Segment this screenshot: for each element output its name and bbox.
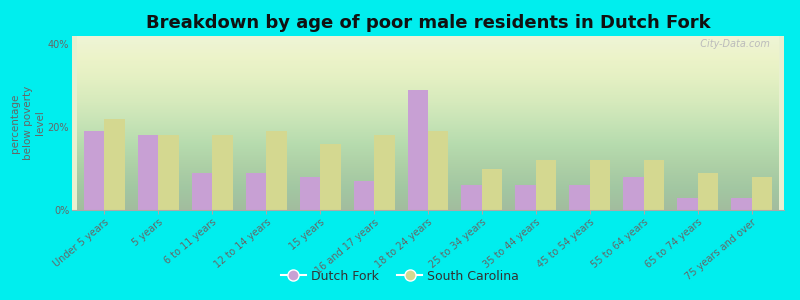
Bar	[590, 160, 610, 210]
Bar	[192, 173, 212, 210]
Bar	[407, 90, 428, 210]
Bar	[677, 198, 698, 210]
Bar	[300, 177, 320, 210]
Bar	[644, 160, 664, 210]
Bar	[570, 185, 590, 210]
Bar	[266, 131, 286, 210]
Bar	[246, 173, 266, 210]
Bar	[138, 135, 158, 210]
Bar	[212, 135, 233, 210]
Bar	[698, 173, 718, 210]
Y-axis label: percentage
below poverty
level: percentage below poverty level	[10, 86, 45, 160]
Title: Breakdown by age of poor male residents in Dutch Fork: Breakdown by age of poor male residents …	[146, 14, 710, 32]
Bar	[320, 144, 341, 210]
Bar	[623, 177, 644, 210]
Bar	[158, 135, 179, 210]
Bar	[374, 135, 394, 210]
Bar	[462, 185, 482, 210]
Bar	[752, 177, 772, 210]
Bar	[84, 131, 104, 210]
Bar	[536, 160, 556, 210]
Legend: Dutch Fork, South Carolina: Dutch Fork, South Carolina	[276, 265, 524, 288]
Bar	[482, 169, 502, 210]
Text: City-Data.com: City-Data.com	[694, 40, 770, 50]
Bar	[104, 119, 125, 210]
Bar	[428, 131, 449, 210]
Bar	[354, 181, 374, 210]
Bar	[515, 185, 536, 210]
Bar	[731, 198, 752, 210]
